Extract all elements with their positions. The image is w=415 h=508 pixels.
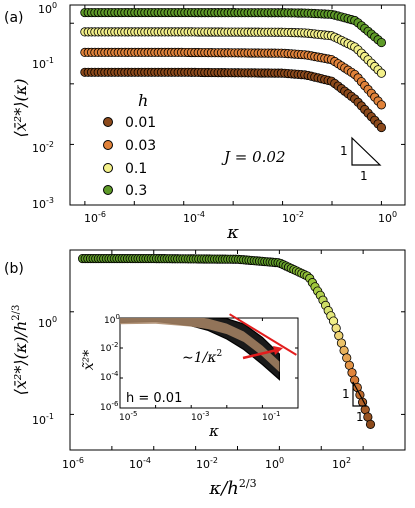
x-tick-label: 10-4 [129,456,151,471]
panel-b-inset: ∼1/κ2 h = 0.01 100 10-2 10-4 10-6 10-5 1… [81,313,299,440]
y-tick-label: 100 [104,313,120,326]
legend-marker [103,140,113,150]
y-tick-label: 10-1 [32,412,54,427]
x-tick-label: 10-6 [62,456,84,471]
data-point-h-0.03 [376,100,387,110]
slope-triangle-shape [351,136,382,166]
panel-a-label: (a) [4,10,24,26]
panel-b-ticks [69,250,406,450]
panel-b-x-axis-label: κ/h2/3 [208,477,256,499]
panel-b-slope-triangle: 1 1 [342,381,368,424]
panel-b-y-axis-label: ⟨x̄²*⟩(κ)/h2/3 [11,305,30,396]
x-tick-label: 10-5 [119,410,137,423]
inset-y-tick-labels: 100 10-2 10-4 10-6 [100,313,120,413]
x-tick-label: 10-2 [196,456,218,471]
x-tick-label: 100 [378,210,397,225]
slope-triangle-vertical-label: 1 [340,144,348,158]
panel-a-annotation-j: J = 0.02 [221,148,286,166]
legend-marker [103,185,113,195]
legend-label: 0.03 [125,138,156,154]
legend-label: 0.3 [125,183,147,199]
panel-a-legend: h 0.01 0.03 0.1 0.3 [103,91,156,199]
inset-y-axis-label: x̃²* [81,350,97,371]
panel-b-series [78,253,376,429]
panel-a-y-axis-label: ⟨x̄²*⟩(κ) [11,79,30,138]
slope-triangle-horizontal-label: 1 [356,410,364,424]
x-tick-label: 10-3 [191,410,209,423]
x-tick-label: 102 [332,456,351,471]
x-tick-label: 10-4 [183,210,205,225]
panel-a-axes-box [69,4,406,206]
panel-a-x-axis-label: κ [226,222,239,243]
slope-triangle-vertical-label: 1 [342,387,350,401]
x-tick-label: 10-2 [282,210,304,225]
y-tick-label: 10-3 [32,196,54,211]
legend-label: 0.01 [125,115,156,131]
inset-annotation-arrow [242,348,278,360]
legend-item-h-0.1: 0.1 [103,161,147,177]
data-point-h-0.3 [376,37,387,48]
legend-label: 0.1 [125,161,147,177]
data-point-collapsed [365,419,376,429]
x-tick-label: 10-6 [84,210,106,225]
legend-title: h [138,91,148,110]
panel-a-x-tick-labels: 10-6 10-4 10-2 100 [84,210,397,225]
inset-data-band [120,318,280,381]
legend-marker [103,163,113,173]
inset-annotation-arrowhead [273,346,283,355]
inset-data-band-core [120,318,280,372]
slope-triangle-shape [352,381,368,407]
y-tick-label: 10-4 [100,370,119,383]
y-tick-label: 10-2 [32,140,54,155]
x-tick-label: 100 [265,456,284,471]
inset-x-axis-label: κ [208,422,219,440]
legend-item-h-0.01: 0.01 [103,115,156,131]
data-point-h-0.01 [376,122,387,133]
y-tick-label: 10-6 [100,400,119,413]
inset-x-tick-labels: 10-5 10-3 10-1 [119,410,280,423]
panel-a-slope-triangle: 1 1 [340,136,382,183]
panel-a: (a) 100 10-1 10-2 10-3 10-6 10-4 10-2 10… [4,1,406,243]
data-point-h-0.1 [376,68,387,78]
x-tick-label: 10-1 [262,410,280,423]
panel-b-x-tick-labels: 10-6 10-4 10-2 100 102 [62,456,351,471]
panel-b: (b) 100 10-1 10-6 10-4 10-2 100 102 κ/h2… [4,249,406,499]
y-tick-label: 10-2 [100,341,118,354]
y-tick-label: 100 [38,1,57,16]
inset-annotation-power-law: ∼1/κ2 [182,349,222,366]
inset-fit-line [229,313,297,356]
y-tick-label: 100 [38,315,57,330]
panel-a-y-tick-labels: 100 10-1 10-2 10-3 [32,1,57,211]
panel-b-label: (b) [4,261,24,277]
inset-h-label: h = 0.01 [126,391,182,406]
legend-item-h-0.03: 0.03 [103,138,156,154]
slope-triangle-horizontal-label: 1 [360,169,368,183]
panel-b-y-tick-labels: 100 10-1 [32,315,57,427]
panel-a-series [80,7,387,133]
y-tick-label: 10-1 [32,56,54,71]
legend-item-h-0.3: 0.3 [103,183,147,199]
legend-marker [103,117,113,127]
